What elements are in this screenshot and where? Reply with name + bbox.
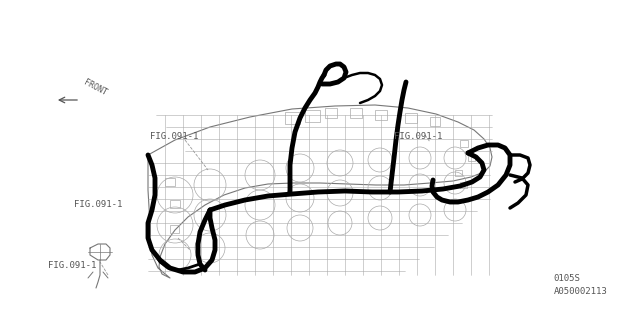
Bar — [375, 110, 387, 120]
Bar — [325, 108, 337, 118]
Bar — [455, 170, 462, 176]
Text: 0105S: 0105S — [554, 274, 580, 283]
Bar — [468, 155, 475, 161]
Bar — [170, 225, 179, 233]
Bar — [285, 112, 300, 124]
Bar — [305, 110, 320, 122]
Text: FIG.091-1: FIG.091-1 — [74, 200, 122, 209]
Text: FIG.091-1: FIG.091-1 — [150, 132, 199, 140]
Bar — [460, 182, 467, 188]
Text: FRONT: FRONT — [82, 78, 108, 98]
Bar — [430, 117, 440, 126]
Bar — [460, 140, 468, 147]
Bar — [170, 200, 180, 208]
Bar — [350, 108, 362, 118]
Bar — [165, 178, 175, 186]
Text: FIG.091-1: FIG.091-1 — [394, 132, 442, 140]
Bar — [405, 113, 417, 123]
Text: A050002113: A050002113 — [554, 287, 607, 296]
Text: FIG.091-1: FIG.091-1 — [48, 261, 97, 270]
